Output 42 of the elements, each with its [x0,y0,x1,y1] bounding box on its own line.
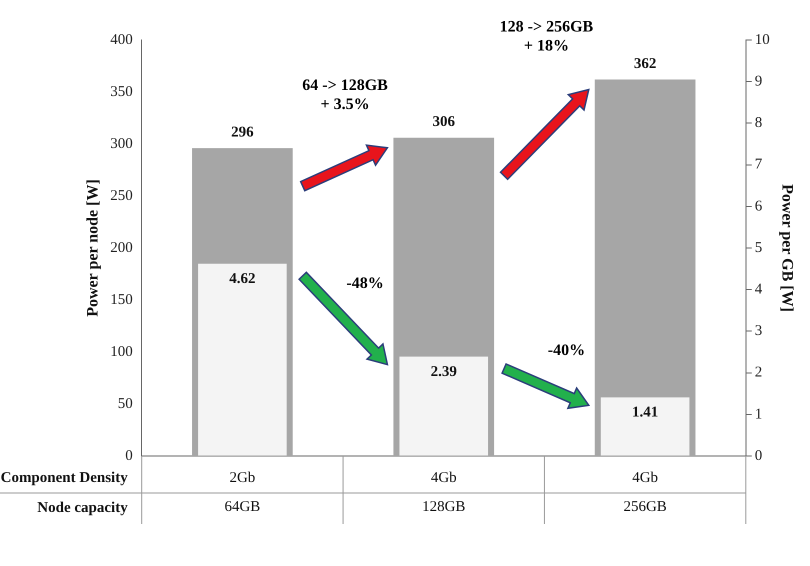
y2-tick-label: 8 [754,115,762,132]
annotation: 64 -> 128GB + 3.5% [302,76,388,113]
data-label: 4.62 [229,271,256,288]
x-tick-label: 64GB [224,498,260,515]
y2-tick-label: 7 [754,156,763,173]
text: 4Gb [430,470,457,486]
y-tick-label: 400 [110,32,133,48]
y2-tick-label: 6 [754,198,763,214]
y2-tick-label: 1 [754,406,762,422]
x-tick-label: 256GB [623,498,667,515]
y2-tick-label: 4 [754,282,763,298]
y2-tick-label: 10 [754,32,770,48]
text: 2Gb [229,470,256,486]
y-tick-label: 100 [110,344,133,360]
y2-tick-label: 3 [754,323,762,340]
bar [399,356,488,456]
y2-axis-title: Power per GB [W] [778,184,796,312]
y-tick-label: 0 [125,448,133,464]
data-label: 2.39 [430,364,457,380]
y-tick-label: 150 [110,292,133,308]
y-axis-title: Power per node [W] [84,179,102,317]
y-tick-label: 200 [110,240,133,256]
annotation: -40% [548,342,586,359]
annotation: 128 -> 256GB + 18% [500,18,594,55]
text: 4Gb [632,470,658,486]
data-label: 1.41 [632,404,658,421]
y-tick-label: 350 [110,84,133,100]
annotation: -48% [346,275,384,292]
y-tick-label: 50 [118,396,133,412]
text: Component Density [0,470,128,486]
y-tick-label: 300 [110,136,133,152]
text: Node capacity [37,500,128,516]
bar [600,397,690,456]
x-tick-label: 128GB [422,498,466,515]
y2-tick-label: 2 [754,364,762,381]
y-tick-label: 250 [110,188,133,204]
data-label: 306 [432,114,456,130]
data-label: 362 [634,56,656,72]
y2-tick-label: 0 [754,448,762,464]
data-label: 296 [231,124,254,141]
y2-tick-label: 9 [754,74,762,90]
y2-tick-label: 5 [754,240,762,256]
